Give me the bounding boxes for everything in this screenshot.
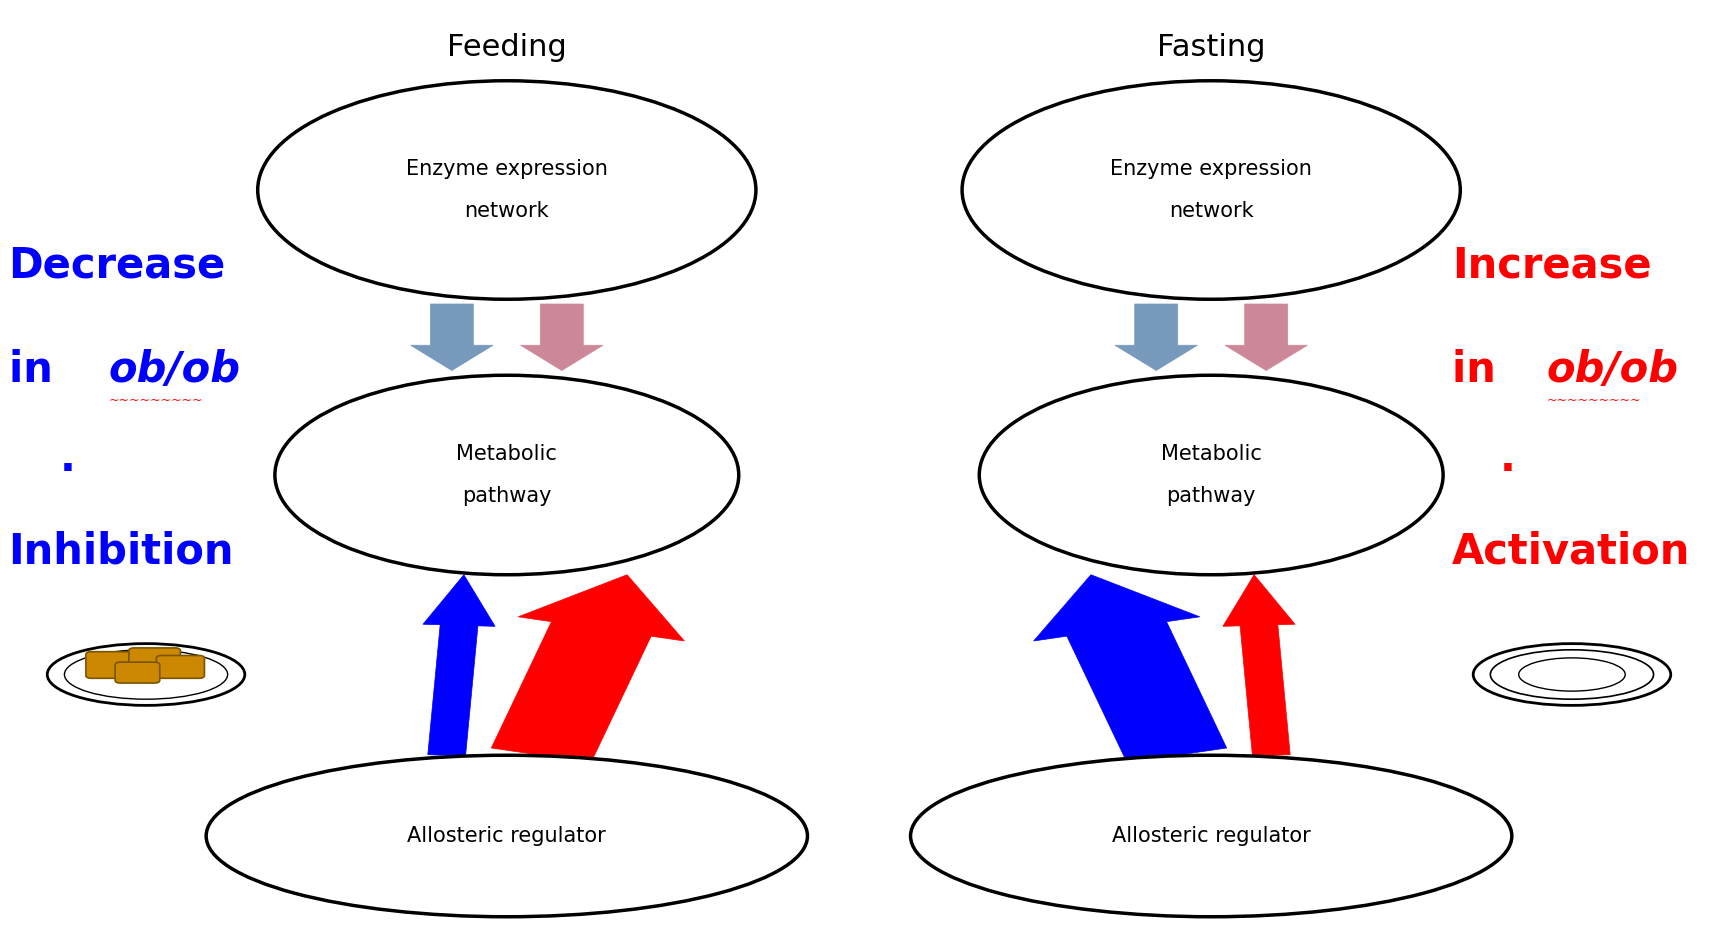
FancyBboxPatch shape <box>115 662 160 683</box>
Text: in: in <box>1452 350 1510 391</box>
Polygon shape <box>1223 575 1295 756</box>
Text: ·: · <box>60 449 76 491</box>
Polygon shape <box>491 575 684 763</box>
Text: Inhibition: Inhibition <box>9 530 234 572</box>
Ellipse shape <box>258 81 756 299</box>
Polygon shape <box>1115 304 1197 370</box>
Text: network: network <box>464 200 550 221</box>
Text: Metabolic: Metabolic <box>457 444 557 465</box>
Text: Enzyme expression: Enzyme expression <box>405 159 608 180</box>
Ellipse shape <box>911 755 1512 917</box>
FancyBboxPatch shape <box>156 656 204 678</box>
Text: Fasting: Fasting <box>1156 33 1266 63</box>
Polygon shape <box>1225 304 1307 370</box>
Text: pathway: pathway <box>462 485 551 506</box>
Text: Increase: Increase <box>1452 245 1651 287</box>
Ellipse shape <box>64 650 227 699</box>
Polygon shape <box>411 304 493 370</box>
Ellipse shape <box>275 375 739 575</box>
Text: Activation: Activation <box>1452 530 1691 572</box>
Polygon shape <box>521 304 603 370</box>
Text: Feeding: Feeding <box>447 33 567 63</box>
Ellipse shape <box>1519 657 1625 692</box>
FancyBboxPatch shape <box>129 648 180 673</box>
Text: ob/ob: ob/ob <box>108 350 241 391</box>
Text: in: in <box>9 350 67 391</box>
Text: Enzyme expression: Enzyme expression <box>1110 159 1313 180</box>
Ellipse shape <box>962 81 1460 299</box>
Polygon shape <box>423 575 495 756</box>
Text: Metabolic: Metabolic <box>1161 444 1261 465</box>
Polygon shape <box>1034 575 1227 763</box>
Ellipse shape <box>979 375 1443 575</box>
Text: Allosteric regulator: Allosteric regulator <box>407 826 606 846</box>
Text: ~~~~~~~~~: ~~~~~~~~~ <box>108 394 203 408</box>
Text: Decrease: Decrease <box>9 245 225 287</box>
Ellipse shape <box>206 755 807 917</box>
Text: network: network <box>1168 200 1254 221</box>
Text: Allosteric regulator: Allosteric regulator <box>1112 826 1311 846</box>
Text: ~~~~~~~~~: ~~~~~~~~~ <box>1546 394 1641 408</box>
Text: ob/ob: ob/ob <box>1546 350 1678 391</box>
Text: pathway: pathway <box>1167 485 1256 506</box>
Ellipse shape <box>1490 650 1653 699</box>
FancyBboxPatch shape <box>86 652 144 678</box>
Text: ·: · <box>1500 449 1515 491</box>
Ellipse shape <box>1472 644 1670 705</box>
Ellipse shape <box>46 644 246 705</box>
